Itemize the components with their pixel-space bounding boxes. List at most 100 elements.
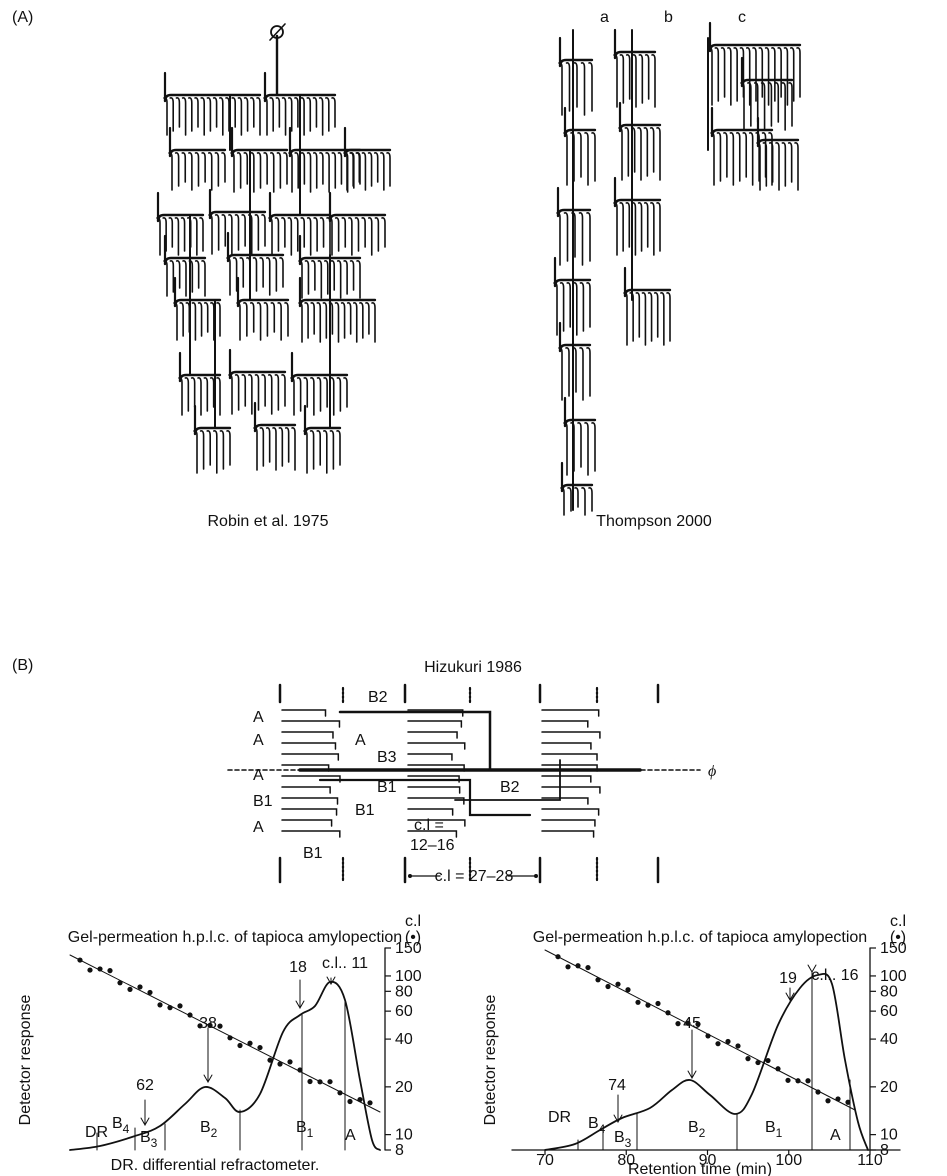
cluster-chain <box>750 133 753 185</box>
cluster-chain <box>264 303 267 336</box>
cluster-chain <box>270 98 273 131</box>
cluster-chain <box>775 83 778 122</box>
cluster-chain <box>275 375 278 410</box>
cluster-chain <box>625 128 628 176</box>
cluster-chain <box>214 98 217 127</box>
cluster-chain <box>642 293 645 345</box>
peak-label: 19 <box>779 970 797 987</box>
cluster-chain <box>285 303 288 336</box>
cluster-chain <box>646 55 649 99</box>
chain-label: A <box>355 732 366 749</box>
cluster-chain <box>257 98 260 135</box>
dot <box>565 964 570 969</box>
cluster-chain <box>271 303 274 332</box>
dot <box>775 1066 780 1071</box>
chain-label: A <box>253 709 264 726</box>
cluster-chain <box>326 153 329 192</box>
peak-label: 62 <box>136 1077 154 1094</box>
cluster-chain <box>204 378 207 411</box>
cluster-chain <box>565 213 568 261</box>
cluster-chain <box>582 63 585 115</box>
cluster-chain <box>283 98 286 135</box>
cluster-chain <box>782 83 785 130</box>
cluster-chain <box>709 48 712 105</box>
fraction-label: B2 <box>200 1119 218 1140</box>
cluster-chain <box>651 203 654 255</box>
cluster-chain <box>264 98 267 135</box>
cluster-chain <box>313 98 316 127</box>
cluster-chain <box>375 153 378 182</box>
cluster-chain <box>344 153 347 190</box>
peak-label: 45 <box>683 1015 701 1032</box>
axis-marker: (•) <box>890 929 906 946</box>
cluster-chain <box>301 218 304 247</box>
chain <box>408 798 464 804</box>
cluster-chain <box>639 55 642 103</box>
cluster-chain <box>567 63 570 111</box>
dot <box>785 1078 790 1083</box>
chain <box>408 809 453 815</box>
cluster-chain <box>559 348 562 400</box>
cluster-chain <box>215 153 218 186</box>
cluster-chain <box>176 153 179 186</box>
cluster-chain <box>207 431 210 465</box>
cluster-chain <box>202 153 205 182</box>
y-tick-label: 60 <box>395 1003 413 1020</box>
cluster-chain <box>639 203 642 251</box>
cluster-chain <box>344 261 347 294</box>
cluster-chain <box>627 55 630 99</box>
cluster-chain <box>624 293 627 345</box>
cluster-chain <box>312 261 315 290</box>
cluster-chain <box>387 153 390 186</box>
cluster-chain <box>320 98 323 135</box>
cluster-chain <box>255 215 258 250</box>
chain <box>542 754 597 760</box>
cluster-chain <box>759 48 762 97</box>
dot <box>795 1078 800 1083</box>
dot <box>257 1045 262 1050</box>
cluster-chain <box>242 375 245 406</box>
chain <box>542 787 600 793</box>
cluster-chain <box>305 261 308 294</box>
chain <box>408 732 457 738</box>
fraction-sub: 4 <box>599 1122 606 1136</box>
cluster-chain <box>169 218 172 247</box>
cluster-chain <box>644 128 647 176</box>
chain <box>542 798 588 804</box>
cluster-chain <box>251 303 254 332</box>
cluster-chain <box>275 218 278 251</box>
cluster-chain <box>369 153 372 186</box>
cluster-chain <box>575 488 578 507</box>
cluster-chain <box>209 215 212 254</box>
cluster-chain <box>198 378 201 415</box>
cluster-chain <box>587 213 590 261</box>
dot <box>117 980 122 985</box>
cluster-chain <box>298 378 301 411</box>
cluster-chain <box>336 218 339 251</box>
dot <box>267 1058 272 1063</box>
cluster-chain <box>209 153 212 190</box>
cluster-chain <box>232 98 235 127</box>
cluster-chain <box>249 375 252 414</box>
cluster-chain <box>574 283 577 335</box>
cluster-chain <box>753 48 756 101</box>
cluster-chain <box>201 98 204 135</box>
fraction-sub: 3 <box>625 1136 632 1150</box>
axis-title: c.l <box>405 913 421 930</box>
cluster-chain <box>240 258 243 287</box>
dot <box>127 987 132 992</box>
fraction-sub: 3 <box>151 1136 158 1150</box>
phi-label: ϕ <box>708 763 716 780</box>
cluster-chain <box>189 98 192 131</box>
cluster-chain <box>734 48 737 101</box>
dot <box>805 1078 810 1083</box>
cluster-chain <box>229 215 232 254</box>
cluster-chain <box>186 303 189 332</box>
dot <box>337 1090 342 1095</box>
peak-label: 74 <box>608 1077 626 1094</box>
chain <box>282 721 339 727</box>
cluster-chain <box>381 153 384 190</box>
tree-label: b <box>664 9 673 26</box>
cluster-chain <box>308 153 311 192</box>
cluster-chain <box>182 218 185 251</box>
